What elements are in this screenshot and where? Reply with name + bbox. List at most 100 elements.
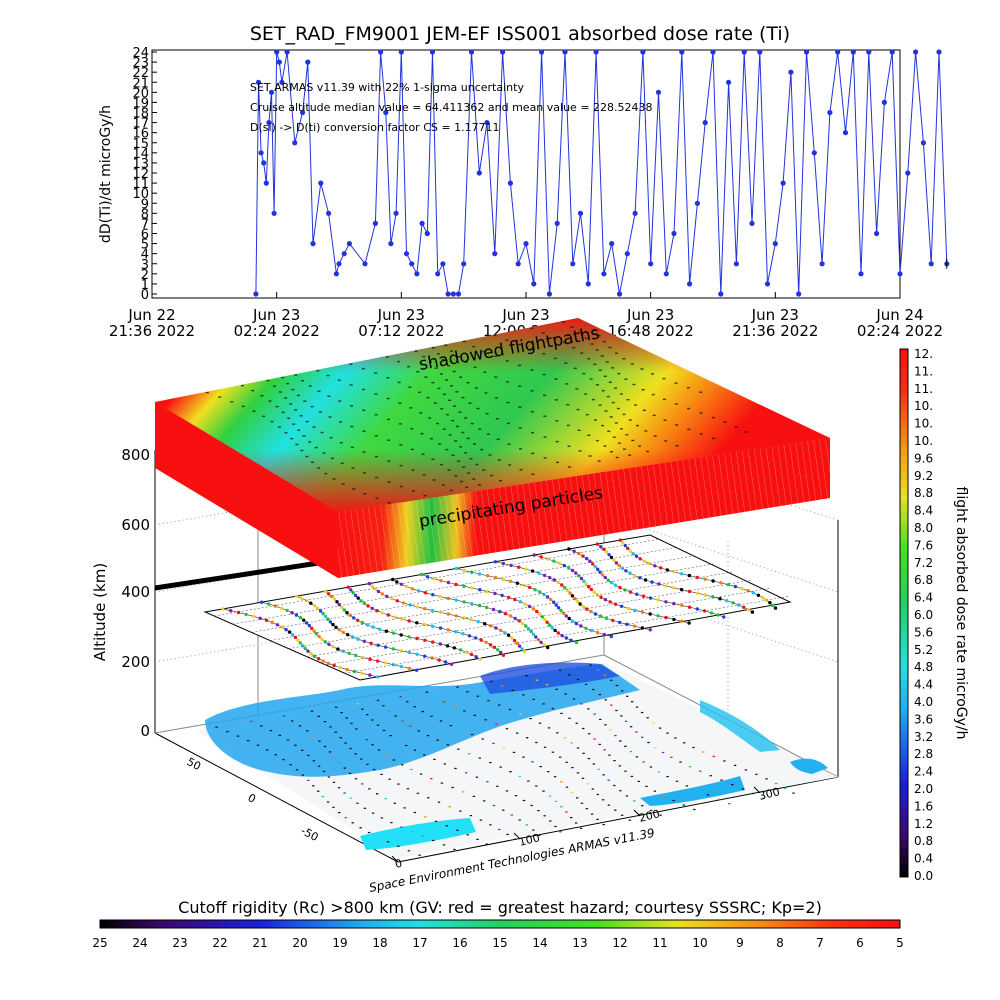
slab-flightpath-dot [615,352,618,354]
floor-track-point [607,804,611,806]
altitude-tick-label: 800 [121,446,150,464]
dose-colorbar-tick-label: 2.8 [914,747,933,761]
orbit-track-point [280,625,284,629]
orbit-track-point [307,623,311,628]
floor-track-point [551,708,555,710]
floor-track-point [323,745,327,748]
slab-flightpath-dot [408,386,412,388]
top-series-point [889,49,895,55]
orbit-track-point [493,575,498,580]
floor-track-point [266,749,269,751]
orbit-track-point [564,636,568,640]
top-series-point [850,49,856,55]
floor-track-point [653,790,657,792]
floor-track-point [699,770,702,772]
floor-track-point [397,845,400,847]
floor-track-point [434,820,438,822]
orbit-track-point [687,621,691,625]
slab-flightpath-dot [610,451,613,453]
floor-track-point [361,708,364,710]
floor-track-point [329,726,332,728]
floor-track-point [376,724,380,726]
orbit-track-point [773,606,778,610]
slab-flightpath-dot [449,489,453,492]
orbit-track-point [570,594,575,598]
orbit-track-point [431,640,435,644]
orbit-track-point [479,638,483,642]
floor-track-point [512,751,516,753]
floor-track-point [624,745,627,747]
floor-track-point [384,798,387,800]
top-series-point [842,130,849,136]
floor-track-point [282,715,285,717]
dose-colorbar-tick-label: 1.2 [914,817,933,831]
floor-track-point [380,773,383,775]
orbit-track-point [454,598,458,602]
floor-track-point [443,701,446,703]
slab-flightpath-dot [460,480,463,483]
orbit-track-point [507,595,511,600]
top-y-tick-label: 12 [132,167,149,182]
top-y-tick-label: 20 [132,86,149,101]
top-y-tick-label: 2 [141,268,149,283]
floor-track-point [343,792,346,794]
slab-flightpath-dot [614,422,618,424]
floor-track-point [539,766,542,768]
orbit-track-point [335,600,339,604]
slab-flightpath-dot [324,472,328,475]
slab-flightpath-dot [440,463,443,466]
orbit-track-point [349,588,353,592]
floor-track-point [349,747,352,750]
orbit-track-point [552,600,556,604]
dose-colorbar-tick-label: 12. [914,347,933,361]
orbit-track-point [391,577,395,582]
orbit-track-point [595,542,599,546]
floor-track-point [602,824,605,826]
slab-flightpath-dot [617,372,621,375]
top-x-tick-time: 07:12 2022 [358,322,444,340]
floor-track-point [532,698,535,700]
orbit-track-point [545,595,550,599]
slab-flightpath-dot [542,373,546,376]
top-x-tick-date: Jun 23 [501,306,549,324]
floor-track-point [475,776,479,778]
floor-track-point [443,763,446,765]
slab-flightpath-dot [617,442,621,444]
orbit-track-point [722,615,726,619]
top-series-point [858,271,864,277]
slab-flightpath-dot [478,484,481,486]
top-y-tick-label: 6 [141,228,149,243]
orbit-track-point [599,595,603,599]
floor-track-point [400,826,403,828]
orbit-track-point [478,657,482,661]
top-series-point [523,241,529,247]
orbit-track-point [604,550,609,554]
top-y-tick-label: 16 [132,127,149,142]
orbit-track-point [346,633,350,637]
floor-track-point [571,791,574,794]
orbit-track-point [321,659,325,663]
orbit-track-point [546,645,550,650]
slab-flightpath-dot [320,431,324,434]
slab-flightpath-dot [651,373,654,375]
floor-track-point [674,737,677,739]
floor-track-point [359,827,362,829]
top-series-point [284,49,290,55]
slab-flightpath-dot [567,445,571,447]
orbit-track-point [617,563,621,568]
floor-track-point [646,717,649,719]
rigidity-colorbar-tick-label: 14 [532,936,547,950]
floor-track-point [547,727,551,729]
slab-flightpath-dot [328,416,332,418]
orbit-track-point [478,588,482,592]
slab-flightpath-dot [594,419,597,421]
floor-track-point [269,730,273,732]
orbit-track-point [561,611,566,615]
orbit-track-point [462,600,466,604]
orbit-track-point [711,579,715,583]
slab-flightpath-dot [570,326,574,328]
slab-flightpath-dot [634,404,638,406]
floor-track-point [421,835,424,837]
slab-flightpath-dot [507,443,511,445]
